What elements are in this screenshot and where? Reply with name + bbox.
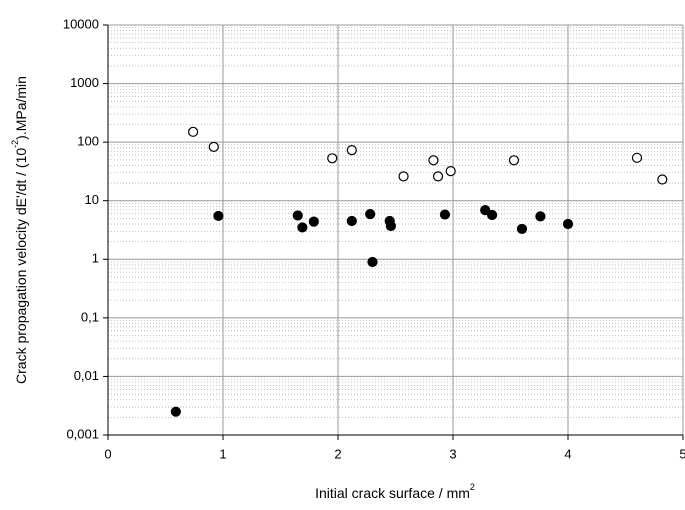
point [480,205,491,216]
point [213,210,224,222]
point [327,153,338,164]
x-tick-label: 2 [334,446,341,461]
point [562,218,574,230]
x-axis-title: Initial crack surface / mm2 [315,482,475,500]
x-axis-title-sup: 2 [470,482,475,492]
x-tick-label: 1 [219,446,226,461]
point [631,152,643,163]
point [439,209,451,220]
y-axis-title-end: ).MPa/min [13,76,29,140]
point [487,209,498,221]
point [365,209,376,220]
y-tick-label: 0,01 [74,368,99,383]
x-tick-label: 5 [679,446,685,461]
y-axis-title-main: Crack propagation velocity dE'/dt / (10 [13,148,29,384]
point [657,174,668,185]
point [367,256,378,268]
y-tick-label: 0,1 [81,309,99,324]
y-tick-label: 100 [77,134,99,149]
point [385,220,396,232]
point [398,171,409,182]
point [535,211,546,222]
y-tick-label: 1000 [70,75,99,90]
x-axis-title-main: Initial crack surface / mm [315,485,470,501]
y-axis-title: Crack propagation velocity dE'/dt / (10-… [10,76,28,384]
y-tick-label: 10 [85,192,99,207]
point [516,223,528,235]
y-tick-label: 0,001 [66,426,99,441]
y-tick-label: 1 [92,251,99,266]
point [432,171,444,182]
x-tick-label: 0 [104,446,111,461]
x-tick-label: 3 [449,446,456,461]
x-tick-label: 4 [564,446,571,461]
point [292,210,303,221]
point [188,126,199,137]
point [346,145,357,156]
y-axis-title-sup: -2 [10,140,20,148]
point [428,155,439,166]
point [208,141,219,152]
point [346,215,357,227]
point [297,222,308,233]
point [445,166,456,177]
point [170,406,181,417]
point [308,216,319,227]
point [508,155,520,166]
y-tick-label: 10000 [63,16,99,31]
